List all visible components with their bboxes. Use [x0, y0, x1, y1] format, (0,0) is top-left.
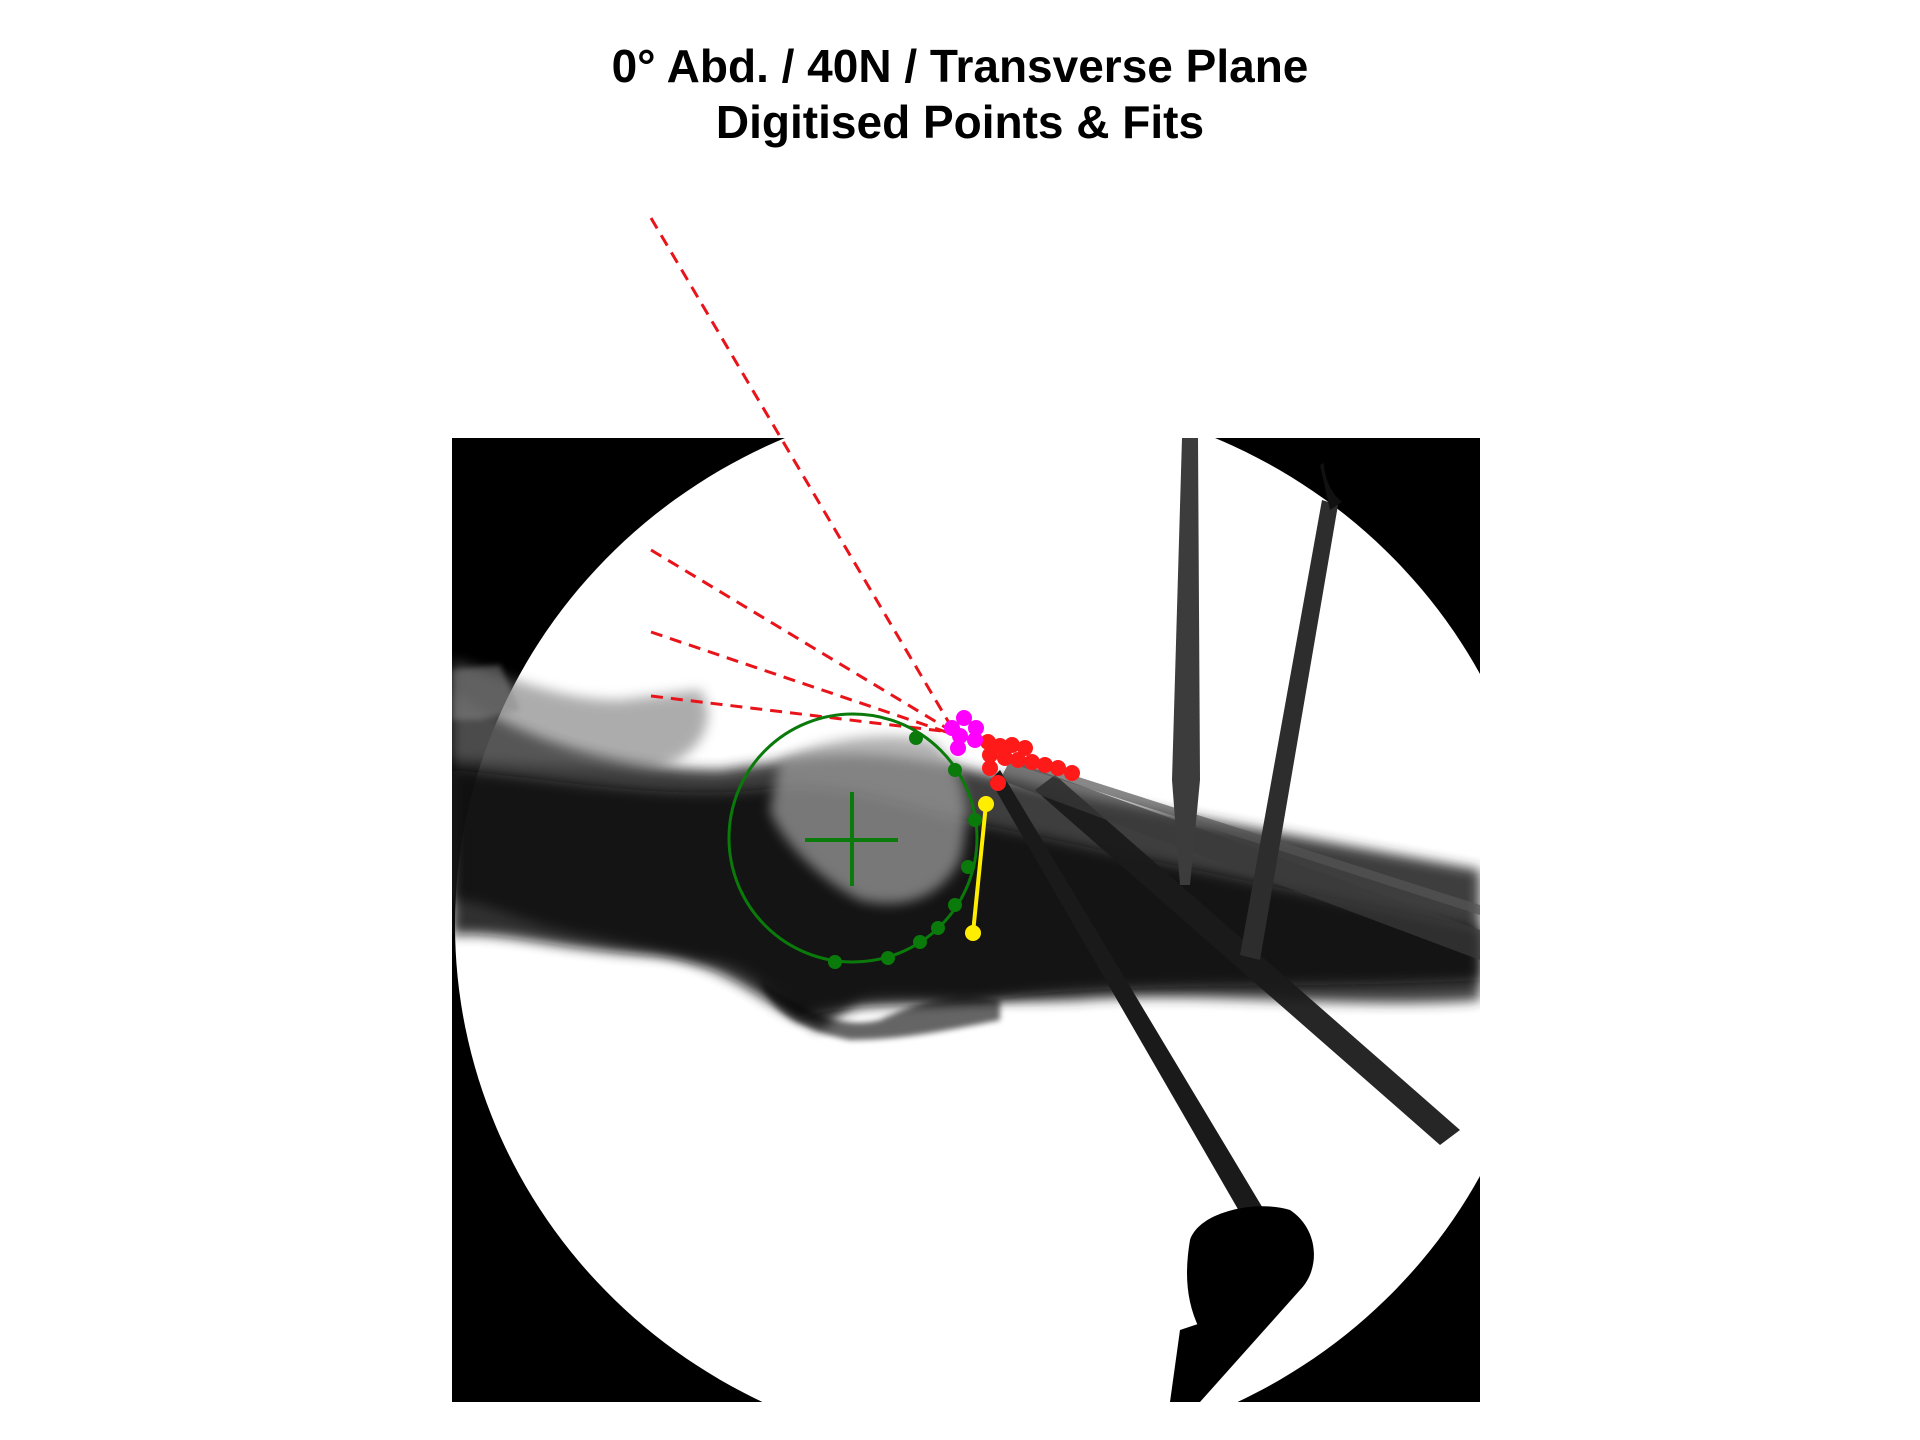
red-point: [1050, 760, 1066, 776]
circle-center-cross: [805, 792, 898, 886]
red-point: [1004, 737, 1020, 753]
magenta-point: [952, 728, 968, 744]
red-point: [982, 747, 998, 763]
dashed-line-1: [649, 217, 960, 739]
circle-fit: [727, 712, 979, 964]
green-point: [913, 935, 927, 949]
yellow-point: [978, 796, 994, 812]
green-digitised-points: [828, 731, 982, 969]
dashed-line-4: [650, 694, 959, 735]
green-point: [931, 921, 945, 935]
green-point: [968, 813, 982, 827]
red-point: [990, 775, 1006, 791]
red-point: [982, 760, 998, 776]
green-point: [909, 731, 923, 745]
title-line-2: Digitised Points & Fits: [715, 96, 1205, 148]
red-dashed-lines-of-action: [649, 217, 960, 739]
red-point: [1017, 740, 1033, 756]
red-point: [1010, 752, 1026, 768]
red-point: [997, 750, 1013, 766]
green-point: [881, 951, 895, 965]
yellow-point: [965, 925, 981, 941]
title-line-1: 0° Abd. / 40N / Transverse Plane: [611, 40, 1309, 92]
figure-title: 0° Abd. / 40N / Transverse Plane Digitis…: [0, 38, 1920, 150]
magenta-point: [950, 740, 966, 756]
magenta-point: [956, 710, 972, 726]
green-point: [948, 898, 962, 912]
magenta-point: [967, 732, 983, 748]
red-point: [1064, 765, 1080, 781]
green-point: [828, 955, 842, 969]
magenta-digitised-points: [944, 710, 984, 756]
green-point: [948, 763, 962, 777]
red-point: [1024, 754, 1040, 770]
yellow-segment: [965, 796, 994, 941]
fluoroscopy-image: [452, 438, 1480, 1402]
dashed-line-3: [650, 630, 959, 738]
red-digitised-points: [980, 734, 1080, 791]
green-point: [961, 860, 975, 874]
red-point: [1037, 757, 1053, 773]
magenta-point: [968, 720, 984, 736]
